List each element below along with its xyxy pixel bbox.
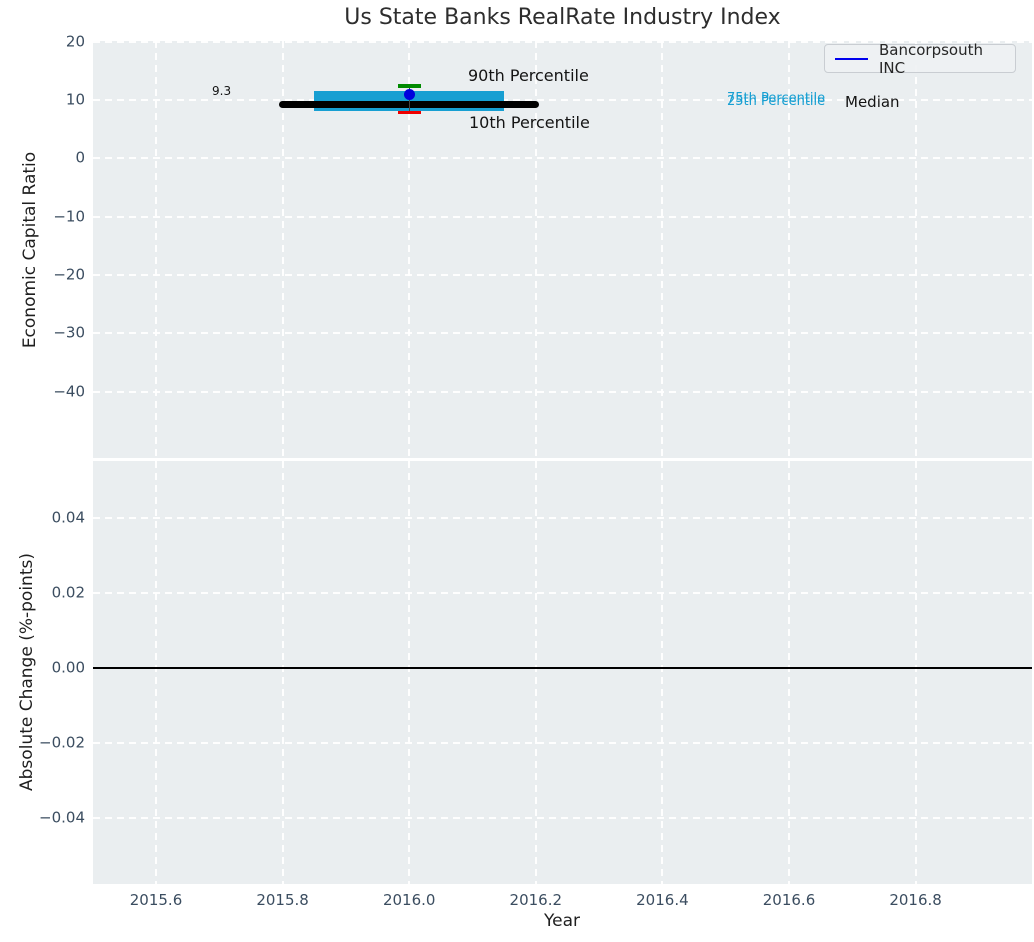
gridline-horizontal	[93, 157, 1032, 160]
y-tick-label: 0.04	[51, 508, 85, 527]
legend-line-sample-icon	[835, 57, 868, 60]
gridline-vertical	[534, 41, 537, 458]
y-tick-label: 0.02	[51, 583, 85, 602]
gridline-vertical	[661, 461, 664, 884]
p90-percentile-label: 90th Percentile	[468, 66, 589, 85]
y-tick-label: 20	[65, 32, 85, 51]
top-plot-area	[93, 40, 1032, 458]
gridline-horizontal	[93, 215, 1032, 218]
y-tick-label: −10	[53, 207, 85, 226]
company-data-point	[403, 88, 415, 100]
y-tick-label: −0.02	[39, 733, 85, 752]
x-tick-label: 2016.4	[636, 891, 689, 909]
errorbar-cap-90th-percentile	[397, 84, 421, 88]
legend-label: Bancorpsouth INC	[879, 40, 983, 77]
errorbar-cap-10th-percentile	[397, 110, 421, 114]
y-tick-label: −20	[53, 265, 85, 284]
gridline-horizontal	[93, 99, 1032, 101]
gridline-horizontal	[93, 742, 1032, 745]
gridline-vertical	[408, 461, 411, 884]
p10-percentile-label: 10th Percentile	[469, 113, 590, 132]
y-tick-label: −0.04	[39, 808, 85, 827]
y-axis-label-bottom: Absolute Change (%-points)	[17, 553, 37, 791]
gridline-horizontal	[93, 332, 1032, 335]
gridline-horizontal	[93, 273, 1032, 276]
gridline-horizontal	[93, 817, 1032, 820]
median-value-label: 9.3	[212, 84, 232, 98]
gridline-vertical	[914, 461, 917, 884]
gridline-vertical	[788, 461, 790, 884]
gridline-vertical	[155, 41, 157, 458]
gridline-horizontal	[93, 517, 1032, 520]
x-tick-label: 2016.6	[762, 891, 816, 909]
gridline-horizontal	[93, 592, 1032, 595]
y-tick-label: 10	[65, 90, 85, 109]
gridline-vertical	[155, 461, 157, 884]
gridline-vertical	[534, 461, 537, 884]
gridline-horizontal	[93, 40, 1032, 43]
median-text-label: Median	[845, 93, 900, 111]
zero-change-line	[93, 667, 1032, 670]
gridline-vertical	[661, 41, 664, 458]
x-tick-label: 2016.2	[509, 891, 563, 909]
y-tick-label: 0.00	[51, 658, 85, 677]
x-tick-label: 2016.8	[889, 891, 942, 909]
x-tick-label: 2016.0	[382, 891, 436, 909]
gridline-vertical	[914, 41, 917, 458]
gridline-vertical	[281, 461, 284, 884]
gridline-vertical	[281, 41, 284, 458]
y-tick-label: −40	[53, 382, 85, 401]
y-axis-label-top: Economic Capital Ratio	[20, 151, 40, 349]
gridline-horizontal	[93, 390, 1032, 393]
p75-percentile-label: 75th Percentile	[727, 91, 826, 106]
gridline-vertical	[408, 41, 411, 458]
x-axis-label: Year	[544, 911, 580, 931]
bottom-plot-area	[93, 461, 1032, 884]
gridline-vertical	[788, 41, 790, 458]
y-tick-label: 0	[75, 148, 85, 167]
legend: Bancorpsouth INC	[824, 41, 1016, 77]
chart-title: Us State Banks RealRate Industry Index	[344, 5, 781, 30]
y-tick-label: −30	[53, 323, 85, 342]
p25-percentile-label: 25th Percentile	[727, 94, 826, 109]
x-tick-label: 2015.6	[129, 891, 183, 909]
x-tick-label: 2015.8	[256, 891, 309, 909]
